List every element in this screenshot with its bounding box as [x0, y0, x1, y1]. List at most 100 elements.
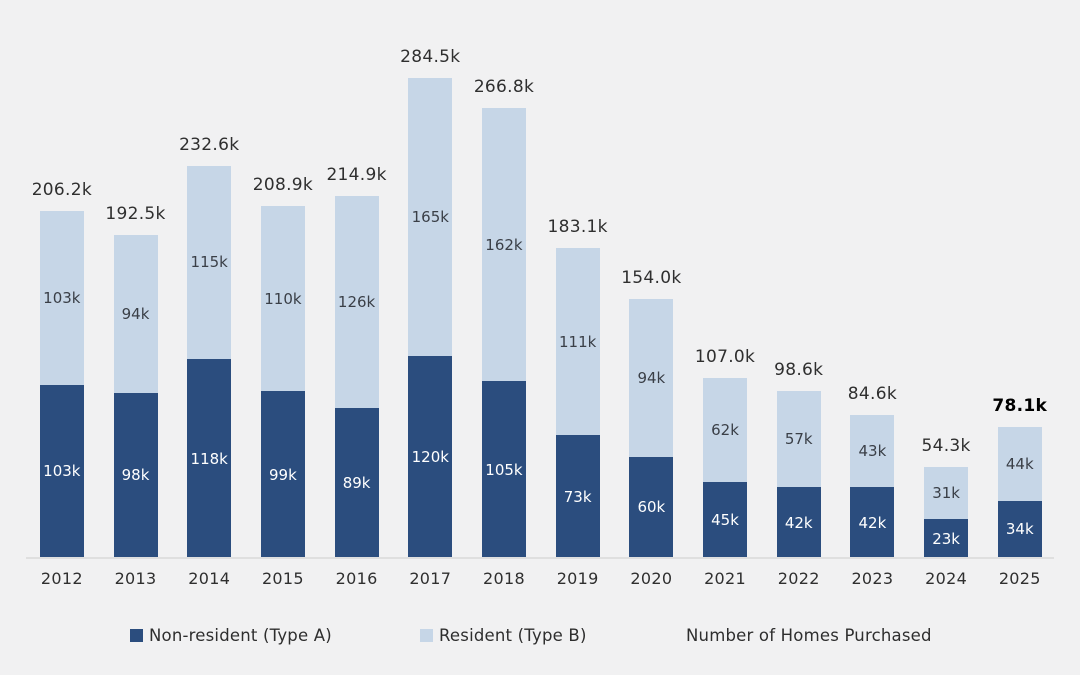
- bar-group-2012: 206.2k 103k 103k: [25, 0, 99, 558]
- segment-resident: 126k: [334, 195, 379, 409]
- bar-group-2021: 107.0k 62k 45k: [688, 0, 762, 558]
- segment-value-label: 44k: [1005, 454, 1034, 473]
- x-axis-label: 2019: [556, 569, 599, 588]
- bar-group-2018: 266.8k 162k 105k: [467, 0, 541, 558]
- stacked-bar: 94k 98k: [113, 234, 158, 558]
- stacked-bar: 44k 34k: [997, 426, 1042, 558]
- segment-non-resident: 120k: [408, 355, 453, 558]
- segment-resident: 111k: [555, 248, 600, 436]
- stacked-bar: 62k 45k: [703, 377, 748, 558]
- segment-non-resident: 105k: [481, 381, 526, 558]
- segment-resident: 44k: [997, 426, 1042, 501]
- segment-value-label: 94k: [121, 304, 150, 323]
- segment-non-resident: 98k: [113, 392, 158, 558]
- bar-group-2013: 192.5k 94k 98k: [99, 0, 173, 558]
- bar-group-2025: 78.1k 44k 34k: [983, 0, 1057, 558]
- segment-resident: 94k: [113, 234, 158, 393]
- segment-resident: 162k: [481, 108, 526, 382]
- segment-resident: 103k: [39, 211, 84, 385]
- total-label: 183.1k: [547, 217, 608, 238]
- stacked-bar: 115k 118k: [187, 165, 232, 558]
- x-axis-label: 2024: [925, 569, 968, 588]
- segment-value-label: 89k: [342, 474, 371, 493]
- bar-group-2023: 84.6k 43k 42k: [836, 0, 910, 558]
- total-label: 214.9k: [326, 164, 387, 185]
- x-axis-label: 2016: [335, 569, 378, 588]
- chart-title: Number of Homes Purchased: [686, 625, 932, 645]
- segment-resident: 31k: [924, 467, 969, 520]
- segment-resident: 94k: [629, 298, 674, 457]
- segment-value-label: 162k: [485, 235, 523, 254]
- non-resident-swatch-icon: [130, 628, 143, 642]
- segment-value-label: 118k: [190, 449, 228, 468]
- stacked-bar: 126k 89k: [334, 195, 379, 558]
- chart-title-wrap: Number of Homes Purchased: [686, 622, 932, 648]
- x-axis-label: 2020: [630, 569, 673, 588]
- bar-group-2020: 154.0k 94k 60k: [615, 0, 689, 558]
- segment-value-label: 60k: [637, 498, 666, 517]
- segment-non-resident: 118k: [187, 359, 232, 558]
- stacked-bar: 94k 60k: [629, 298, 674, 558]
- stacked-bar: 31k 23k: [924, 467, 969, 558]
- segment-resident: 115k: [187, 165, 232, 360]
- total-label: 232.6k: [179, 134, 240, 155]
- total-label: 78.1k: [992, 395, 1048, 416]
- segment-value-label: 103k: [43, 462, 81, 481]
- stacked-bar: 111k 73k: [555, 248, 600, 558]
- segment-value-label: 120k: [411, 447, 449, 466]
- stacked-bar: 165k 120k: [408, 78, 453, 558]
- x-axis-label: 2022: [777, 569, 820, 588]
- bar-group-2014: 232.6k 115k 118k: [172, 0, 246, 558]
- x-axis-label: 2025: [998, 569, 1041, 588]
- stacked-bar: 162k 105k: [481, 108, 526, 558]
- legend-item-non-resident: Non-resident (Type A): [130, 622, 332, 648]
- total-label: 154.0k: [621, 267, 682, 288]
- segment-resident: 62k: [703, 377, 748, 483]
- segment-value-label: 34k: [1005, 520, 1034, 539]
- x-axis-label: 2013: [114, 569, 157, 588]
- resident-swatch-icon: [420, 628, 433, 642]
- segment-value-label: 105k: [485, 460, 523, 479]
- chart-plot-area: 206.2k 103k 103k 192.5k 94k 98k 232.6k 115k 118k…: [25, 0, 1057, 558]
- segment-value-label: 99k: [269, 465, 297, 484]
- bar-group-2016: 214.9k 126k 89k: [320, 0, 394, 558]
- segment-non-resident: 45k: [703, 482, 748, 558]
- bar-group-2024: 54.3k 31k 23k: [909, 0, 983, 558]
- segment-value-label: 23k: [932, 529, 960, 548]
- x-axis-label: 2021: [704, 569, 746, 588]
- segment-resident: 43k: [850, 414, 895, 488]
- segment-value-label: 94k: [637, 368, 666, 387]
- bar-group-2019: 183.1k 111k 73k: [541, 0, 615, 558]
- segment-non-resident: 42k: [776, 487, 821, 558]
- legend-label-resident: Resident (Type B): [439, 625, 587, 645]
- stacked-bar: 57k 42k: [776, 391, 821, 558]
- x-axis-label: 2023: [851, 569, 894, 588]
- stacked-bar: 43k 42k: [850, 414, 895, 558]
- segment-value-label: 126k: [337, 293, 376, 312]
- segment-non-resident: 89k: [334, 408, 379, 558]
- segment-non-resident: 103k: [39, 384, 84, 558]
- segment-value-label: 42k: [784, 513, 813, 532]
- bar-group-2015: 208.9k 110k 99k: [246, 0, 320, 558]
- segment-value-label: 31k: [932, 484, 960, 503]
- segment-value-label: 42k: [858, 513, 887, 532]
- segment-value-label: 43k: [858, 442, 887, 461]
- total-label: 107.0k: [694, 346, 756, 367]
- x-axis-label: 2017: [409, 569, 452, 588]
- segment-non-resident: 60k: [629, 456, 674, 558]
- total-label: 192.5k: [105, 203, 166, 224]
- total-label: 284.5k: [400, 47, 461, 68]
- segment-value-label: 57k: [784, 430, 813, 449]
- segment-value-label: 111k: [558, 332, 597, 351]
- segment-resident: 165k: [408, 78, 453, 356]
- segment-value-label: 110k: [264, 289, 302, 308]
- segment-value-label: 62k: [711, 421, 739, 440]
- segment-value-label: 103k: [43, 288, 81, 307]
- stacked-bar: 103k 103k: [39, 211, 84, 558]
- segment-value-label: 165k: [411, 207, 449, 226]
- segment-non-resident: 23k: [924, 519, 969, 558]
- legend-label-non-resident: Non-resident (Type A): [149, 625, 332, 645]
- legend-item-resident: Resident (Type B): [420, 622, 587, 648]
- total-label: 208.9k: [252, 175, 314, 196]
